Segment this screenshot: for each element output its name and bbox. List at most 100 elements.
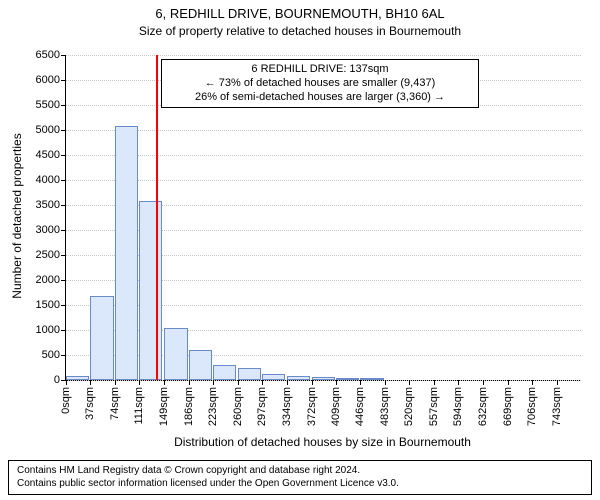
y-axis-label: Number of detached properties — [10, 96, 24, 336]
xtick-mark — [312, 380, 313, 385]
ytick-mark — [61, 105, 66, 106]
xtick-label: 334sqm — [281, 387, 293, 426]
histogram-bar — [360, 378, 383, 380]
xtick-label: 520sqm — [403, 387, 415, 426]
ytick-label: 2500 — [36, 249, 60, 261]
ytick-mark — [61, 230, 66, 231]
histogram-bar — [66, 376, 89, 380]
xtick-mark — [336, 380, 337, 385]
xtick-label: 260sqm — [232, 387, 244, 426]
xtick-mark — [385, 380, 386, 385]
xtick-label: 0sqm — [60, 387, 72, 414]
property-marker-line — [156, 55, 158, 380]
chart-title: 6, REDHILL DRIVE, BOURNEMOUTH, BH10 6AL — [0, 6, 600, 21]
ytick-mark — [61, 155, 66, 156]
ytick-mark — [61, 255, 66, 256]
ytick-mark — [61, 180, 66, 181]
xtick-label: 372sqm — [306, 387, 318, 426]
ytick-label: 4500 — [36, 149, 60, 161]
xtick-mark — [532, 380, 533, 385]
histogram-bar — [90, 296, 113, 380]
histogram-bar — [115, 126, 138, 380]
ytick-label: 4000 — [36, 174, 60, 186]
xtick-label: 186sqm — [183, 387, 195, 426]
xtick-mark — [189, 380, 190, 385]
gridline — [66, 130, 581, 131]
x-axis-label: Distribution of detached houses by size … — [65, 435, 580, 449]
xtick-label: 669sqm — [502, 387, 514, 426]
histogram-bar — [189, 350, 212, 380]
histogram-bar — [213, 365, 236, 380]
xtick-mark — [262, 380, 263, 385]
xtick-label: 594sqm — [452, 387, 464, 426]
ytick-label: 5500 — [36, 99, 60, 111]
gridline — [66, 380, 581, 381]
xtick-label: 223sqm — [207, 387, 219, 426]
xtick-mark — [434, 380, 435, 385]
xtick-label: 706sqm — [526, 387, 538, 426]
xtick-label: 743sqm — [551, 387, 563, 426]
footer-attribution: Contains HM Land Registry data © Crown c… — [8, 460, 592, 495]
xtick-mark — [90, 380, 91, 385]
xtick-mark — [238, 380, 239, 385]
histogram-bar — [336, 378, 359, 381]
gridline — [66, 55, 581, 56]
xtick-mark — [409, 380, 410, 385]
annotation-line-3: 26% of semi-detached houses are larger (… — [170, 91, 470, 105]
xtick-label: 446sqm — [354, 387, 366, 426]
xtick-label: 483sqm — [379, 387, 391, 426]
annotation-line-2: ← 73% of detached houses are smaller (9,… — [170, 77, 470, 91]
histogram-bar — [238, 368, 261, 380]
xtick-mark — [557, 380, 558, 385]
xtick-label: 111sqm — [133, 387, 145, 425]
annotation-line-1: 6 REDHILL DRIVE: 137sqm — [170, 63, 470, 77]
plot-area: 0500100015002000250030003500400045005000… — [65, 55, 581, 381]
xtick-mark — [508, 380, 509, 385]
ytick-label: 2000 — [36, 274, 60, 286]
gridline — [66, 180, 581, 181]
ytick-mark — [61, 130, 66, 131]
footer-line-1: Contains HM Land Registry data © Crown c… — [17, 465, 583, 478]
footer-line-2: Contains public sector information licen… — [17, 478, 583, 491]
ytick-label: 0 — [54, 374, 60, 386]
xtick-mark — [115, 380, 116, 385]
ytick-mark — [61, 355, 66, 356]
annotation-callout: 6 REDHILL DRIVE: 137sqm← 73% of detached… — [161, 59, 479, 108]
xtick-mark — [458, 380, 459, 385]
ytick-label: 5000 — [36, 124, 60, 136]
ytick-mark — [61, 80, 66, 81]
ytick-mark — [61, 330, 66, 331]
histogram-bar — [312, 377, 335, 380]
xtick-label: 149sqm — [158, 387, 170, 426]
ytick-mark — [61, 305, 66, 306]
ytick-label: 1500 — [36, 299, 60, 311]
xtick-label: 297sqm — [256, 387, 268, 426]
xtick-mark — [164, 380, 165, 385]
xtick-label: 632sqm — [477, 387, 489, 426]
histogram-bar — [139, 201, 162, 380]
xtick-mark — [483, 380, 484, 385]
ytick-mark — [61, 55, 66, 56]
xtick-label: 557sqm — [428, 387, 440, 426]
xtick-mark — [287, 380, 288, 385]
ytick-mark — [61, 280, 66, 281]
ytick-label: 6000 — [36, 74, 60, 86]
histogram-bar — [262, 374, 285, 381]
ytick-label: 1000 — [36, 324, 60, 336]
xtick-mark — [139, 380, 140, 385]
xtick-label: 37sqm — [84, 387, 96, 420]
ytick-label: 3000 — [36, 224, 60, 236]
xtick-mark — [213, 380, 214, 385]
histogram-bar — [164, 328, 187, 381]
xtick-label: 74sqm — [109, 387, 121, 420]
xtick-mark — [66, 380, 67, 385]
ytick-label: 500 — [42, 349, 60, 361]
xtick-label: 409sqm — [330, 387, 342, 426]
chart-container: { "chart": { "type": "histogram", "title… — [0, 0, 600, 500]
ytick-mark — [61, 205, 66, 206]
histogram-bar — [287, 376, 310, 381]
chart-subtitle: Size of property relative to detached ho… — [0, 24, 600, 38]
ytick-label: 6500 — [36, 49, 60, 61]
xtick-mark — [360, 380, 361, 385]
ytick-label: 3500 — [36, 199, 60, 211]
